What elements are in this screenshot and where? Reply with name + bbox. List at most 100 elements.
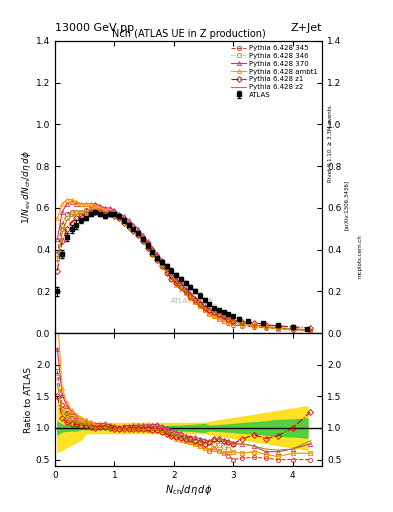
Pythia 6.428 z1: [107, 211, 112, 217]
Pythia 6.428 345: [226, 319, 231, 326]
Pythia 6.428 345: [275, 326, 280, 332]
Pythia 6.428 346: [290, 326, 295, 332]
Pythia 6.428 370: [112, 207, 117, 213]
Pythia 6.428 370: [107, 205, 112, 211]
Pythia 6.428 345: [263, 325, 268, 331]
Pythia 6.428 345: [240, 323, 244, 329]
Pythia 6.428 346: [121, 218, 126, 224]
Pythia 6.428 z2: [212, 309, 217, 315]
Pythia 6.428 345: [160, 261, 164, 267]
Pythia 6.428 345: [88, 205, 93, 211]
Pythia 6.428 z1: [160, 263, 164, 269]
Pythia 6.428 ambt1: [88, 201, 93, 207]
Pythia 6.428 345: [145, 242, 150, 248]
Pythia 6.428 z1: [69, 220, 74, 226]
Pythia 6.428 370: [145, 238, 150, 244]
Pythia 6.428 z1: [202, 305, 207, 311]
Pythia 6.428 370: [290, 326, 295, 332]
Pythia 6.428 370: [174, 276, 178, 282]
Pythia 6.428 370: [93, 201, 98, 207]
Pythia 6.428 346: [117, 215, 121, 221]
Pythia 6.428 z2: [188, 292, 193, 298]
Line: Pythia 6.428 370: Pythia 6.428 370: [55, 200, 312, 332]
Pythia 6.428 346: [193, 296, 198, 303]
Pythia 6.428 370: [69, 199, 74, 205]
Pythia 6.428 345: [183, 290, 188, 296]
Pythia 6.428 346: [160, 259, 164, 265]
Pythia 6.428 z1: [188, 292, 193, 298]
Pythia 6.428 z2: [174, 278, 178, 284]
Pythia 6.428 z2: [164, 267, 169, 273]
Pythia 6.428 ambt1: [212, 313, 217, 319]
Pythia 6.428 ambt1: [160, 263, 164, 269]
Pythia 6.428 370: [74, 201, 79, 207]
Pythia 6.428 z1: [178, 284, 183, 290]
Pythia 6.428 346: [141, 236, 145, 242]
Pythia 6.428 345: [202, 307, 207, 313]
Pythia 6.428 345: [107, 209, 112, 215]
Pythia 6.428 z2: [202, 305, 207, 311]
Pythia 6.428 z1: [121, 220, 126, 226]
Pythia 6.428 346: [98, 207, 103, 213]
Pythia 6.428 z1: [221, 313, 226, 319]
Pythia 6.428 346: [252, 323, 256, 329]
Text: 13000 GeV pp: 13000 GeV pp: [55, 23, 134, 33]
Pythia 6.428 370: [160, 257, 164, 263]
Pythia 6.428 345: [74, 209, 79, 215]
Pythia 6.428 z2: [193, 296, 198, 303]
Pythia 6.428 ambt1: [202, 307, 207, 313]
Pythia 6.428 370: [202, 303, 207, 309]
Pythia 6.428 z1: [169, 276, 174, 282]
Pythia 6.428 346: [150, 247, 155, 253]
Pythia 6.428 370: [98, 203, 103, 209]
Pythia 6.428 ambt1: [231, 319, 235, 326]
Pythia 6.428 z2: [290, 326, 295, 332]
Pythia 6.428 z2: [169, 274, 174, 280]
Pythia 6.428 345: [131, 226, 136, 232]
Pythia 6.428 ambt1: [252, 323, 256, 329]
Pythia 6.428 345: [290, 327, 295, 333]
Pythia 6.428 ambt1: [107, 209, 112, 215]
Pythia 6.428 345: [64, 211, 69, 217]
Pythia 6.428 370: [193, 294, 198, 301]
Pythia 6.428 346: [155, 253, 160, 259]
Pythia 6.428 370: [275, 325, 280, 331]
Pythia 6.428 z1: [198, 301, 202, 307]
Pythia 6.428 370: [231, 317, 235, 324]
Pythia 6.428 z1: [155, 257, 160, 263]
Pythia 6.428 346: [263, 324, 268, 330]
Title: Nch (ATLAS UE in Z production): Nch (ATLAS UE in Z production): [112, 29, 266, 39]
Pythia 6.428 z1: [275, 323, 280, 329]
Pythia 6.428 z2: [275, 325, 280, 331]
Pythia 6.428 z2: [88, 209, 93, 215]
Pythia 6.428 346: [308, 328, 313, 334]
Pythia 6.428 346: [226, 317, 231, 324]
Pythia 6.428 ambt1: [98, 205, 103, 211]
Pythia 6.428 ambt1: [263, 324, 268, 330]
Pythia 6.428 370: [79, 201, 83, 207]
Pythia 6.428 346: [79, 209, 83, 215]
Pythia 6.428 345: [174, 280, 178, 286]
Pythia 6.428 345: [121, 218, 126, 224]
Line: Pythia 6.428 z1: Pythia 6.428 z1: [55, 210, 312, 330]
Pythia 6.428 346: [112, 211, 117, 217]
Pythia 6.428 345: [69, 209, 74, 215]
Pythia 6.428 z1: [84, 211, 88, 217]
Pythia 6.428 z2: [84, 209, 88, 215]
Pythia 6.428 346: [221, 315, 226, 322]
X-axis label: $N_{\rm ch}/d\eta\,d\phi$: $N_{\rm ch}/d\eta\,d\phi$: [165, 482, 212, 497]
Pythia 6.428 z1: [183, 288, 188, 294]
Pythia 6.428 z1: [126, 224, 131, 230]
Pythia 6.428 z2: [263, 324, 268, 330]
Pythia 6.428 z2: [103, 211, 107, 217]
Pythia 6.428 z2: [55, 259, 60, 265]
Pythia 6.428 370: [117, 211, 121, 217]
Pythia 6.428 ambt1: [131, 226, 136, 232]
Pythia 6.428 z2: [136, 232, 141, 238]
Pythia 6.428 346: [136, 230, 141, 236]
Pythia 6.428 ambt1: [60, 201, 64, 207]
Pythia 6.428 z2: [112, 213, 117, 219]
Pythia 6.428 z1: [226, 315, 231, 322]
Pythia 6.428 345: [126, 222, 131, 228]
Pythia 6.428 ambt1: [150, 251, 155, 257]
